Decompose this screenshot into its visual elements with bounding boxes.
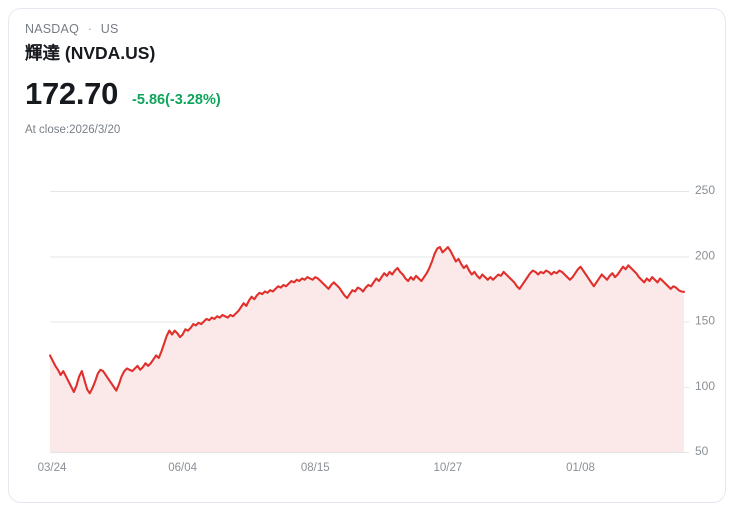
y-axis-tick-100: 100 xyxy=(695,379,715,393)
price-change: -5.86(-3.28%) xyxy=(132,92,221,108)
x-axis-tick-3: 10/27 xyxy=(434,462,463,474)
separator-dot: · xyxy=(87,22,93,36)
price-chart[interactable]: 250 200 150 100 50 03/24 06/04 08/15 10/27 01/08 xyxy=(9,169,727,489)
last-price: 172.70 xyxy=(25,76,119,111)
y-axis-tick-150: 150 xyxy=(695,314,715,328)
x-axis-tick-1: 06/04 xyxy=(168,462,197,474)
y-axis-tick-250: 250 xyxy=(695,183,715,197)
price-row: 172.70 -5.86(-3.28%) xyxy=(25,77,585,111)
y-axis-labels: 250 200 150 100 50 xyxy=(695,183,715,458)
price-line xyxy=(48,246,686,395)
quote-header: NASDAQ · US 輝達 (NVDA.US) 172.70 -5.86(-3… xyxy=(25,21,585,138)
x-axis-tick-4: 01/08 xyxy=(566,462,595,474)
y-axis-tick-200: 200 xyxy=(695,248,715,262)
exchange-name: NASDAQ xyxy=(25,22,79,36)
price-chart-svg[interactable]: 250 200 150 100 50 03/24 06/04 08/15 10/27 01/08 xyxy=(9,169,727,489)
at-close-timestamp: At close:2026/3/20 xyxy=(25,124,121,136)
page-title: 輝達 (NVDA.US) xyxy=(25,43,156,63)
stock-quote-card: NASDAQ · US 輝達 (NVDA.US) 172.70 -5.86(-3… xyxy=(8,8,726,503)
y-axis-tick-50: 50 xyxy=(695,444,709,458)
region-label: US xyxy=(100,22,119,36)
price-area-fill xyxy=(50,247,684,452)
exchange-row: NASDAQ · US xyxy=(25,21,585,37)
x-axis-tick-2: 08/15 xyxy=(301,462,330,474)
x-axis-labels: 03/24 06/04 08/15 10/27 01/08 xyxy=(38,462,595,474)
x-axis-tick-0: 03/24 xyxy=(38,462,67,474)
